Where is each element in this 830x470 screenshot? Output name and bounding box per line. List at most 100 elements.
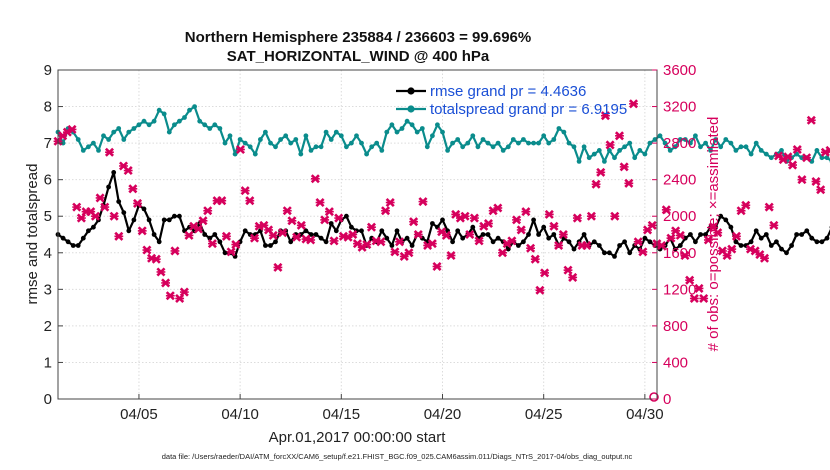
obs-count-marker [128,184,138,194]
rmse-point [288,239,294,245]
y-right-tick-label: 3600 [663,62,696,79]
totalspread-point [688,140,693,146]
totalspread-point [450,140,455,146]
totalspread-point [662,140,668,146]
obs-count-marker [409,217,419,227]
obs-count-marker [572,213,582,223]
rmse-point [389,243,395,248]
obs-count-marker-stroke [825,145,830,153]
totalspread-point [445,148,450,153]
totalspread-point [430,133,435,139]
obs-count-marker [614,131,624,141]
totalspread-point [647,140,653,146]
rmse-point [536,232,541,237]
obs-count-marker [114,231,124,241]
rmse-point [784,250,789,256]
obs-count-marker [446,251,456,261]
totalspread-point [283,133,289,139]
rmse-point [758,235,764,241]
totalspread-point [591,151,597,157]
totalspread-point [116,126,122,131]
rmse-point [470,224,476,230]
totalspread-point [799,155,805,161]
totalspread-point [607,148,612,153]
rmse-point [394,228,400,234]
rmse-point [526,232,531,237]
totalspread-point [217,126,223,131]
rmse-point [146,217,152,223]
totalspread-point [409,122,415,128]
rmse-point [141,206,147,212]
totalspread-point [617,148,622,153]
totalspread-point [485,140,491,146]
totalspread-point [399,126,405,131]
totalspread-point [814,148,820,153]
obs-count-marker [170,246,180,256]
totalspread-point [323,129,329,135]
obs-count-marker [104,147,114,157]
totalspread-point [693,133,698,139]
rmse-point [313,232,319,237]
rmse-point [323,239,329,245]
totalspread-point [237,137,243,142]
rmse-point [596,243,602,248]
rmse-point [460,235,466,241]
obs-count-marker [647,220,657,230]
totalspread-point [247,144,253,150]
rmse-point [774,239,779,245]
totalspread-point [758,148,764,153]
y-tick-label: 3 [44,281,52,298]
plot-frame [57,69,658,400]
obs-count-marker [226,247,236,257]
totalspread-point [268,140,273,146]
rmse-point [111,170,117,175]
rmse-point [121,210,127,216]
totalspread-point [622,144,627,150]
totalspread-point [126,129,132,135]
totalspread-point [222,140,228,146]
obs-count-marker [427,239,437,249]
obs-count-marker [764,202,774,212]
rmse-point [318,235,324,241]
y-tick-label: 4 [44,245,52,262]
totalspread-point [121,137,127,142]
totalspread-point [455,137,461,142]
obs-count-marker [540,268,550,278]
rmse-point [202,232,208,237]
obs-count-marker [123,166,133,176]
totalspread-point [338,133,344,139]
totalspread-point [596,148,602,153]
rmse-point [480,232,486,237]
obs-count-marker [586,211,596,221]
obs-count-marker [287,216,297,226]
rmse-point [404,235,410,241]
obs-count-marker [474,236,484,246]
totalspread-point [146,122,152,128]
rmse-point [814,239,820,245]
obs-count-marker [310,174,320,184]
obs-count-marker [661,205,671,215]
totalspread-point [475,144,481,150]
totalspread-point [531,140,536,146]
y-right-tick-label: 2800 [663,135,696,152]
rmse-point [166,217,172,223]
totalspread-point [779,148,784,153]
obs-count-marker [268,230,278,240]
totalspread-point [80,148,86,153]
totalspread-point [682,137,688,142]
obs-count-marker [811,176,821,187]
rmse-point [824,235,830,241]
obs-count-marker [694,283,704,293]
totalspread-point [672,144,678,150]
rmse-point [607,250,612,256]
obs-count-marker [675,230,685,240]
rmse-point [566,239,572,245]
chart-title: Northern Hemisphere 235884 / 236603 = 99… [185,29,531,46]
rmse-point [359,228,364,234]
obs-count-marker [240,186,250,196]
obs-count-marker [713,228,723,238]
totalspread-point [723,137,729,142]
totalspread-point [172,122,177,128]
rmse-point [505,246,511,252]
obs-count-marker [90,211,100,221]
